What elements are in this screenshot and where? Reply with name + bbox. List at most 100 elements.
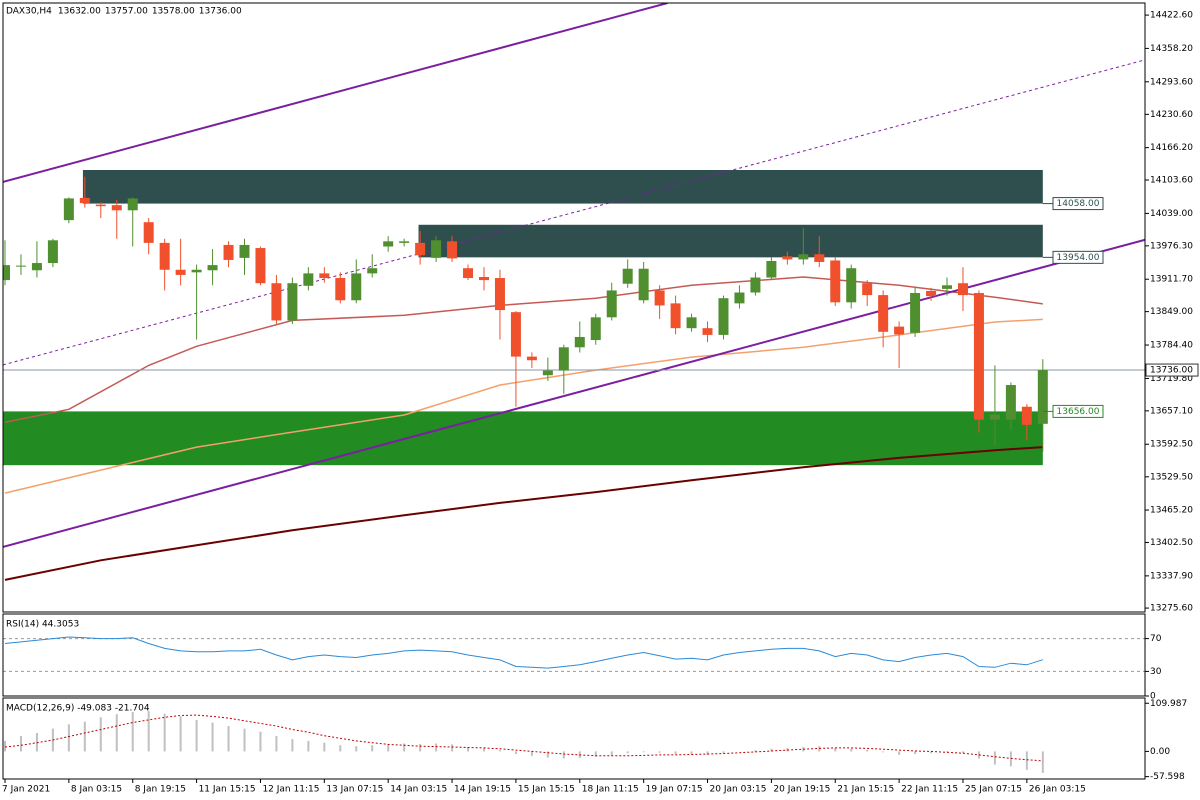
candle-body <box>718 298 729 335</box>
candle-body <box>431 240 442 258</box>
candle-body <box>31 263 42 271</box>
y-tick-label: 13275.60 <box>1150 604 1193 614</box>
candle-body <box>910 293 921 333</box>
y-tick-label: 14358.20 <box>1150 44 1193 54</box>
y-tick-label: 13657.10 <box>1150 406 1193 416</box>
y-tick-label: 13465.20 <box>1150 506 1193 516</box>
candle-body <box>750 277 761 293</box>
candle-body <box>782 256 793 260</box>
y-tick-label: 13402.50 <box>1150 538 1193 548</box>
candle-body <box>622 268 633 284</box>
x-tick-label: 14 Jan 19:15 <box>454 785 511 795</box>
macd-panel-frame <box>2 697 1146 780</box>
y-tick-label: 13337.90 <box>1150 571 1193 581</box>
y-tick-label: 13849.00 <box>1150 307 1193 317</box>
y-tick-label: 13719.80 <box>1150 374 1193 384</box>
candle-body <box>542 370 553 376</box>
x-tick-label: 25 Jan 07:15 <box>965 785 1022 795</box>
trendline <box>3 238 1145 548</box>
candle-body <box>79 197 90 204</box>
candle-body <box>510 312 521 357</box>
candle-body <box>606 290 617 318</box>
y-tick-label: 13592.50 <box>1150 440 1193 450</box>
candle-body <box>367 268 378 274</box>
candle-body <box>63 198 74 221</box>
y-tick-label: 30 <box>1150 667 1162 677</box>
x-tick-label: 8 Jan 19:15 <box>135 785 186 795</box>
x-tick-label: 14 Jan 03:15 <box>390 785 447 795</box>
x-tick-label: 8 Jan 03:15 <box>71 785 122 795</box>
y-tick-label: 70 <box>1150 634 1162 644</box>
y-tick-label: 109.987 <box>1150 699 1187 709</box>
candle-body <box>638 268 649 301</box>
chart-title: DAX30,H4 <box>6 7 52 17</box>
zone <box>82 169 1043 204</box>
candle-body <box>3 265 10 281</box>
x-tick-label: 26 Jan 03:15 <box>1029 785 1086 795</box>
candle-body <box>1021 406 1032 425</box>
zone <box>3 411 1043 466</box>
candle-body <box>143 222 154 243</box>
trendline <box>3 3 668 183</box>
candle-body <box>670 303 681 329</box>
x-tick-label: 18 Jan 11:15 <box>582 785 639 795</box>
candle-body <box>111 205 122 211</box>
x-tick-label: 7 Jan 2021 <box>2 785 50 795</box>
candle-body <box>239 244 250 258</box>
zone-label: 13954.00 <box>1057 253 1100 263</box>
candle-body <box>494 278 505 311</box>
candle-body <box>862 283 873 296</box>
x-tick-label: 12 Jan 11:15 <box>262 785 319 795</box>
y-tick-label: 0.00 <box>1150 747 1170 757</box>
label-layer: 14422.60 14358.20 14293.60 14230.60 14166.20… <box>2 7 1199 795</box>
y-tick-label: 0 <box>1150 692 1156 702</box>
candle-body <box>846 268 857 303</box>
candle-body <box>734 292 745 304</box>
candle-body <box>702 328 713 335</box>
candle-body <box>814 254 825 263</box>
ohlc-label: 13736.00 <box>199 7 242 17</box>
zone <box>418 224 1043 258</box>
panel-2 <box>3 711 1044 773</box>
y-tick-label: -57.598 <box>1150 772 1185 782</box>
ohlc-label: 13578.00 <box>152 7 195 17</box>
current-price-box <box>1145 363 1199 377</box>
candle-body <box>15 265 26 267</box>
candle-body <box>207 265 218 271</box>
x-tick-label: 19 Jan 07:15 <box>646 785 703 795</box>
y-tick-label: 14039.00 <box>1150 209 1193 219</box>
candle-body <box>383 241 394 247</box>
candle-body <box>989 414 1000 420</box>
candle-body <box>47 240 58 264</box>
x-tick-label: 20 Jan 19:15 <box>773 785 830 795</box>
rsi-panel-frame <box>2 613 1146 697</box>
candle-body <box>335 278 346 301</box>
y-tick-label: 14422.60 <box>1150 11 1193 21</box>
candle-body <box>926 290 937 297</box>
zone-label-box <box>1052 250 1104 264</box>
candle-body <box>95 204 106 207</box>
x-tick-label: 11 Jan 15:15 <box>199 785 256 795</box>
y-tick-label: 14166.20 <box>1150 143 1193 153</box>
candle-body <box>1005 385 1016 420</box>
rsi-line <box>4 636 1043 669</box>
candle-body <box>159 242 170 270</box>
ohlc-label: 13632.00 <box>58 7 101 17</box>
candle-body <box>830 260 841 303</box>
y-tick-label: 13976.30 <box>1150 241 1193 251</box>
candle-body <box>558 347 569 371</box>
ohlc-label: 13757.00 <box>105 7 148 17</box>
main-panel-frame <box>2 2 1146 613</box>
candle-body <box>351 273 362 301</box>
candle-body <box>175 269 186 275</box>
plot-layer <box>3 3 1145 773</box>
zone-label-box <box>1052 197 1104 211</box>
candle-body <box>894 326 905 335</box>
candle-body <box>1037 370 1048 424</box>
x-tick-label: 15 Jan 15:15 <box>518 785 575 795</box>
candle-body <box>415 242 426 256</box>
zone-label-box <box>1052 404 1104 418</box>
candle-body <box>255 248 266 284</box>
candle-body <box>191 269 202 273</box>
